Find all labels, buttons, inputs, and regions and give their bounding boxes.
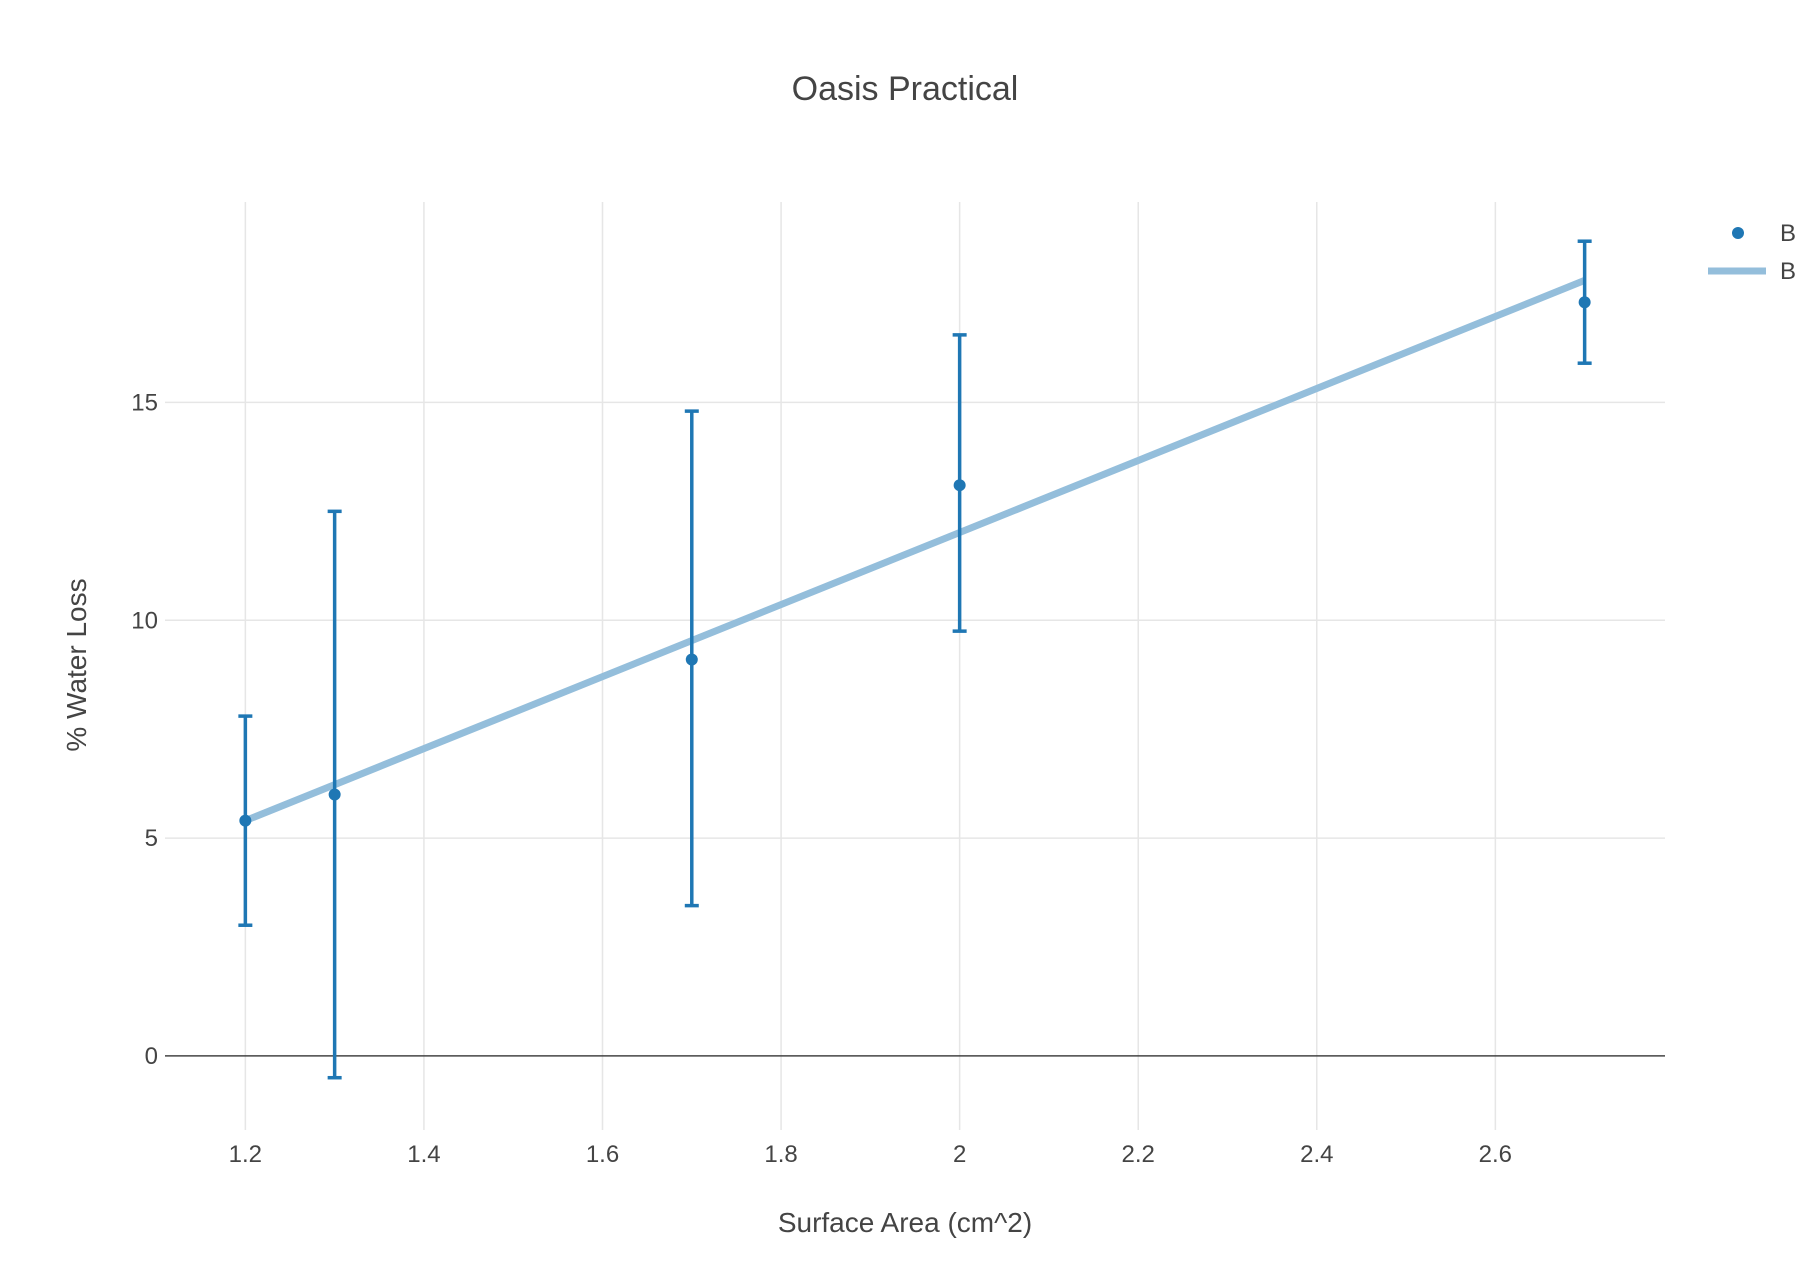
x-tick-label: 2.2 [1122,1141,1155,1168]
axis-layer: 1.2 1.4 1.6 1.8 2 2.2 2.4 2.6 0 5 10 15 [131,389,1512,1168]
data-point [328,788,341,801]
y-tick-label: 15 [131,389,158,416]
error-bar-group [952,333,967,633]
x-axis-title: Surface Area (cm^2) [778,1207,1032,1238]
x-tick-label: 1.4 [407,1141,440,1168]
legend: BB [1708,220,1796,285]
legend-label: B [1780,258,1796,285]
chart-title: Oasis Practical [792,70,1019,108]
error-bar-group [1577,239,1592,365]
y-tick-label: 5 [145,825,158,852]
x-tick-label: 2.6 [1479,1141,1512,1168]
error-bar-group [684,409,699,908]
y-tick-label: 0 [145,1043,158,1070]
x-tick-label: 1.6 [586,1141,619,1168]
error-bar-group [327,509,342,1080]
y-tick-label: 10 [131,607,158,634]
x-tick-label: 2.4 [1300,1141,1333,1168]
data-point [685,653,698,666]
series-line [244,277,1586,824]
y-axis-title: % Water Loss [61,578,92,751]
error-bar-group [238,714,253,927]
x-tick-label: 1.2 [229,1141,262,1168]
series-layer [238,239,1592,1080]
data-point [1578,296,1591,309]
x-tick-label: 1.8 [764,1141,797,1168]
data-point [953,479,966,492]
legend-marker-icon [1732,227,1744,239]
legend-label: B [1780,220,1796,247]
data-point [239,814,252,827]
grid-layer [165,202,1665,1130]
x-tick-label: 2 [953,1141,966,1168]
